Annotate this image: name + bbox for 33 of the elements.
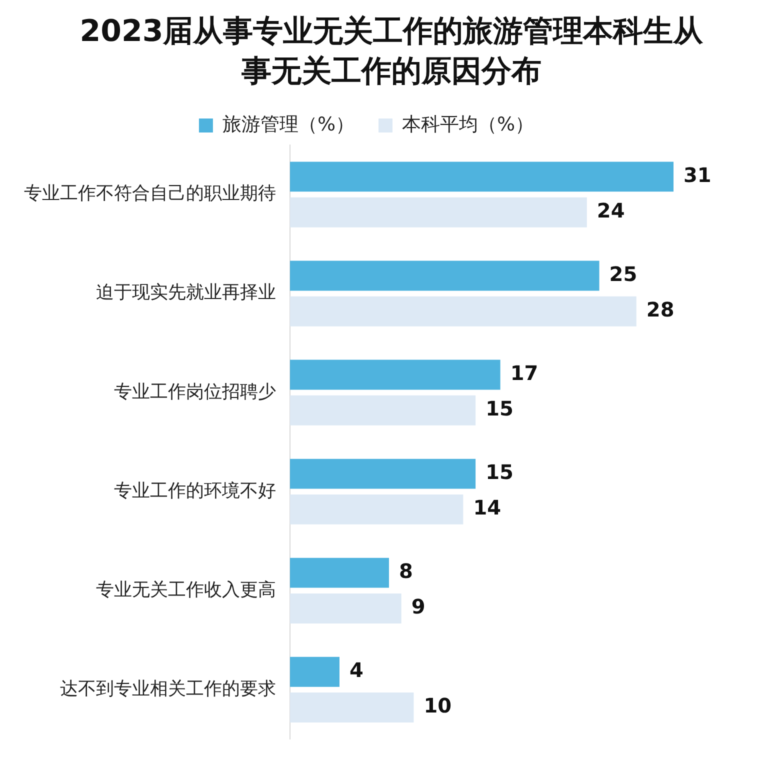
bar (290, 692, 414, 722)
data-label: 25 (609, 262, 638, 286)
data-label: 8 (398, 559, 413, 584)
data-label: 17 (510, 360, 538, 385)
y-tick-label: 专业工作不符合自己的职业期待 (24, 183, 276, 204)
y-tick-label: 专业工作岗位招聘少 (114, 381, 276, 402)
bar (290, 656, 340, 687)
data-label: 15 (486, 460, 514, 484)
bar (290, 494, 464, 524)
data-label: 14 (473, 496, 502, 520)
data-label: 4 (349, 658, 364, 682)
bar (290, 395, 476, 426)
data-label: 10 (424, 694, 452, 718)
chart-title: 2023届从事专业无关工作的旅游管理本科生从事无关工作的原因分布 (78, 13, 704, 91)
bar (290, 558, 389, 588)
bar (290, 594, 402, 624)
data-label: 9 (411, 594, 426, 619)
bar (290, 458, 476, 489)
legend-label: 本科平均（%） (402, 113, 534, 136)
bar (290, 162, 674, 192)
data-label: 24 (596, 198, 625, 223)
y-tick-label: 达不到专业相关工作的要求 (60, 678, 276, 700)
bar (290, 296, 636, 326)
data-label: 31 (684, 162, 712, 187)
y-tick-label: 迫于现实先就业再择业 (96, 282, 276, 304)
data-label: 15 (486, 396, 514, 421)
y-tick-label: 专业工作的环境不好 (114, 480, 276, 502)
bar (290, 260, 600, 291)
data-label: 28 (646, 298, 674, 322)
y-tick-label: 专业无关工作收入更高 (96, 579, 276, 600)
bar (290, 197, 587, 228)
legend-label: 旅游管理（%） (222, 113, 355, 136)
bar (290, 360, 500, 390)
